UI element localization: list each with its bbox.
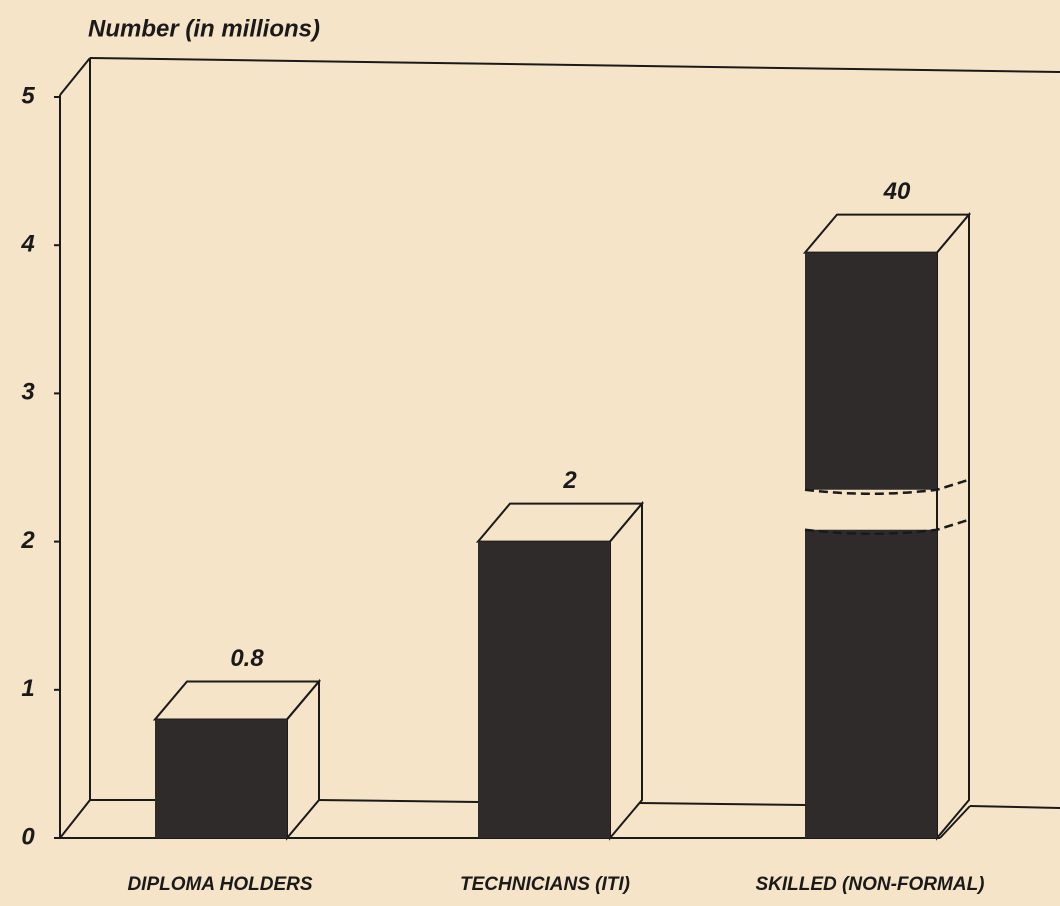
y-tick-label: 2 xyxy=(20,527,35,554)
y-tick-label: 0 xyxy=(21,823,35,850)
bar-side xyxy=(936,211,970,841)
bar xyxy=(805,529,937,838)
x-tick-label: TECHNICIANS (ITI) xyxy=(460,874,630,895)
data-label: 40 xyxy=(883,178,911,205)
chart-title: Number (in millions) xyxy=(88,15,320,42)
y-tick-label: 3 xyxy=(21,379,35,406)
bar-side xyxy=(609,500,643,841)
x-tick-label: DIPLOMA HOLDERS xyxy=(127,874,312,895)
bar xyxy=(478,541,610,838)
bar xyxy=(155,719,287,838)
y-tick-label: 1 xyxy=(21,675,34,702)
bar xyxy=(805,252,937,490)
axis-break xyxy=(804,518,970,535)
y-tick-label: 5 xyxy=(21,82,35,109)
axis-break xyxy=(804,478,970,495)
data-label: 2 xyxy=(562,467,577,494)
data-label: 0.8 xyxy=(230,645,264,672)
y-tick-label: 4 xyxy=(20,231,34,258)
x-tick-label: SKILLED (NON-FORMAL) xyxy=(755,874,984,895)
